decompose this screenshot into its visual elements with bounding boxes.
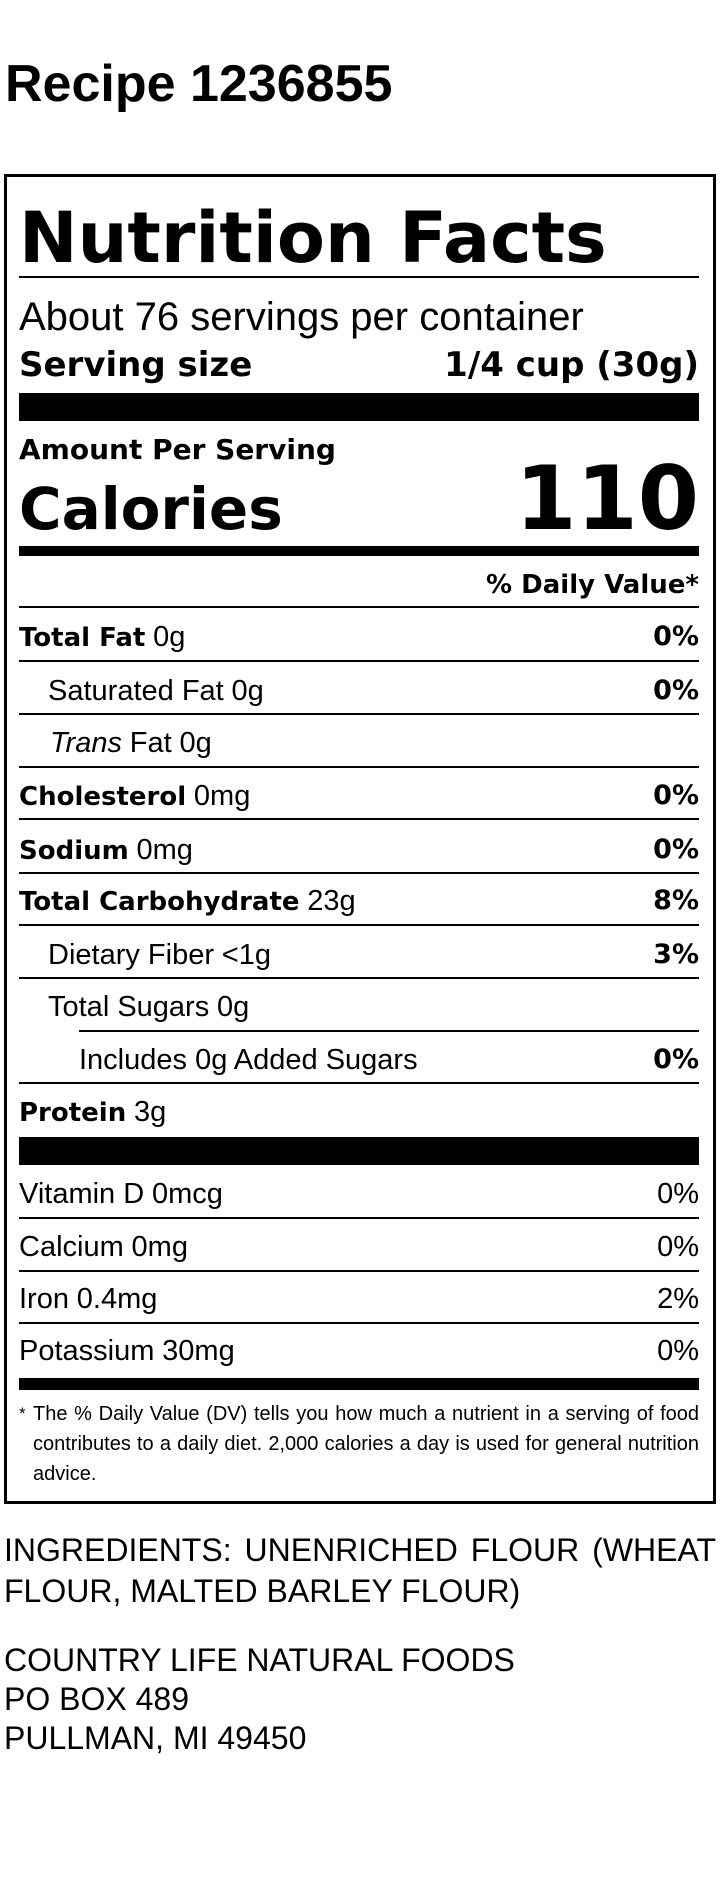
- vitamin-amount: 0mcg: [151, 1178, 223, 1210]
- thick-divider: [19, 1137, 699, 1165]
- vitamin-row-calcium: Calcium 0mg 0%: [19, 1231, 699, 1263]
- nutrient-name: Total Sugars: [48, 991, 210, 1023]
- divider: [19, 1322, 699, 1324]
- divider: [19, 872, 699, 874]
- nutrient-amount: <1g: [221, 939, 271, 971]
- nutrient-amount: 0g: [231, 675, 264, 707]
- nutrient-row-cholesterol: Cholesterol 0mg 0%: [19, 780, 699, 812]
- nutrient-amount: 0g: [179, 727, 212, 759]
- ingredients: INGREDIENTS: UNENRICHED FLOUR (WHEAT FLO…: [4, 1532, 716, 1609]
- nutrient-row-protein: Protein 3g: [19, 1096, 699, 1128]
- company-address-line1: PO BOX 489: [4, 1681, 189, 1717]
- vitamin-amount: 0mg: [131, 1231, 188, 1263]
- vitamin-row-potassium: Potassium 30mg 0%: [19, 1335, 699, 1367]
- vitamin-dv: 0%: [657, 1231, 699, 1263]
- nutrient-dv: 0%: [653, 621, 699, 652]
- medium-divider: [19, 546, 699, 556]
- nutrient-row-added-sugars: Includes 0g Added Sugars 0%: [19, 1044, 699, 1076]
- divider: [19, 606, 699, 608]
- vitamin-amount: 0.4mg: [76, 1283, 158, 1315]
- medium-divider: [19, 1378, 699, 1390]
- footnote-mark: *: [19, 1404, 26, 1423]
- nutrient-name: Saturated Fat: [48, 675, 224, 707]
- nutrient-amount: 0mg: [136, 834, 193, 866]
- vitamin-amount: 30mg: [162, 1335, 235, 1367]
- footnote: The % Daily Value (DV) tells you how muc…: [33, 1403, 699, 1485]
- nutrient-amount: 3g: [134, 1096, 167, 1128]
- nutrient-row-sodium: Sodium 0mg 0%: [19, 834, 699, 866]
- label-title: Nutrition Facts: [19, 197, 607, 279]
- amount-per-serving: Amount Per Serving: [19, 433, 336, 466]
- vitamin-dv: 0%: [657, 1335, 699, 1367]
- nutrient-name: Cholesterol: [19, 782, 187, 812]
- divider: [19, 276, 699, 278]
- nutrient-dv: 0%: [653, 780, 699, 811]
- divider: [19, 1270, 699, 1272]
- nutrient-row-trans-fat: Trans Fat 0g: [19, 727, 699, 759]
- vitamin-name: Iron: [19, 1283, 69, 1315]
- divider: [19, 977, 699, 979]
- company-name: COUNTRY LIFE NATURAL FOODS: [4, 1642, 515, 1678]
- recipe-title: Recipe 1236855: [5, 55, 393, 113]
- nutrient-dv: 3%: [653, 939, 699, 970]
- vitamin-row-iron: Iron 0.4mg 2%: [19, 1283, 699, 1315]
- nutrient-name: Protein: [19, 1098, 127, 1128]
- nutrient-name: Total Fat: [19, 623, 146, 653]
- nutrient-dv: 0%: [653, 1044, 699, 1075]
- nutrient-dv: 0%: [653, 675, 699, 706]
- nutrition-facts-label: [4, 174, 716, 1504]
- calories-label: Calories: [19, 475, 283, 543]
- nutrient-amount: 0g: [153, 621, 186, 653]
- nutrient-name: Includes 0g Added Sugars: [79, 1044, 418, 1076]
- vitamin-row-vitamin-d: Vitamin D 0mcg 0%: [19, 1178, 699, 1210]
- nutrient-dv: 8%: [653, 885, 699, 916]
- divider: [79, 1030, 699, 1032]
- daily-value-header: % Daily Value*: [486, 570, 699, 600]
- calories-value: 110: [515, 447, 699, 550]
- nutrient-dv: 0%: [653, 834, 699, 865]
- divider: [19, 766, 699, 768]
- divider: [19, 713, 699, 715]
- nutrient-name: Dietary Fiber: [48, 939, 214, 971]
- vitamin-name: Calcium: [19, 1231, 124, 1263]
- nutrient-row-total-carbohydrate: Total Carbohydrate 23g 8%: [19, 885, 699, 917]
- nutrient-amount: 23g: [307, 885, 356, 917]
- nutrient-name: Trans: [50, 727, 122, 759]
- nutrient-row-total-sugars: Total Sugars 0g: [19, 991, 699, 1023]
- serving-size-label: Serving size: [19, 345, 253, 385]
- divider: [19, 818, 699, 820]
- divider: [19, 1217, 699, 1219]
- nutrient-row-saturated-fat: Saturated Fat 0g 0%: [19, 675, 699, 707]
- vitamin-name: Vitamin D: [19, 1178, 145, 1210]
- thick-divider: [19, 393, 699, 421]
- vitamin-dv: 2%: [657, 1283, 699, 1315]
- nutrient-amount: 0mg: [193, 780, 251, 812]
- nutrient-name-suffix: Fat: [129, 727, 172, 759]
- serving-size-value: 1/4 cup (30g): [444, 345, 699, 385]
- company-address-line2: PULLMAN, MI 49450: [4, 1720, 307, 1756]
- nutrient-name: Total Carbohydrate: [19, 887, 300, 917]
- vitamin-dv: 0%: [657, 1178, 699, 1210]
- nutrient-name: Sodium: [19, 836, 129, 866]
- vitamin-name: Potassium: [19, 1335, 155, 1367]
- nutrient-row-dietary-fiber: Dietary Fiber <1g 3%: [19, 939, 699, 971]
- nutrient-row-total-fat: Total Fat 0g 0%: [19, 621, 699, 653]
- divider: [19, 924, 699, 926]
- nutrient-amount: 0g: [216, 991, 250, 1023]
- company-block: COUNTRY LIFE NATURAL FOODS PO BOX 489 PU…: [4, 1641, 515, 1758]
- servings-per-container: About 76 servings per container: [19, 295, 584, 339]
- divider: [19, 660, 699, 662]
- divider: [19, 1082, 699, 1084]
